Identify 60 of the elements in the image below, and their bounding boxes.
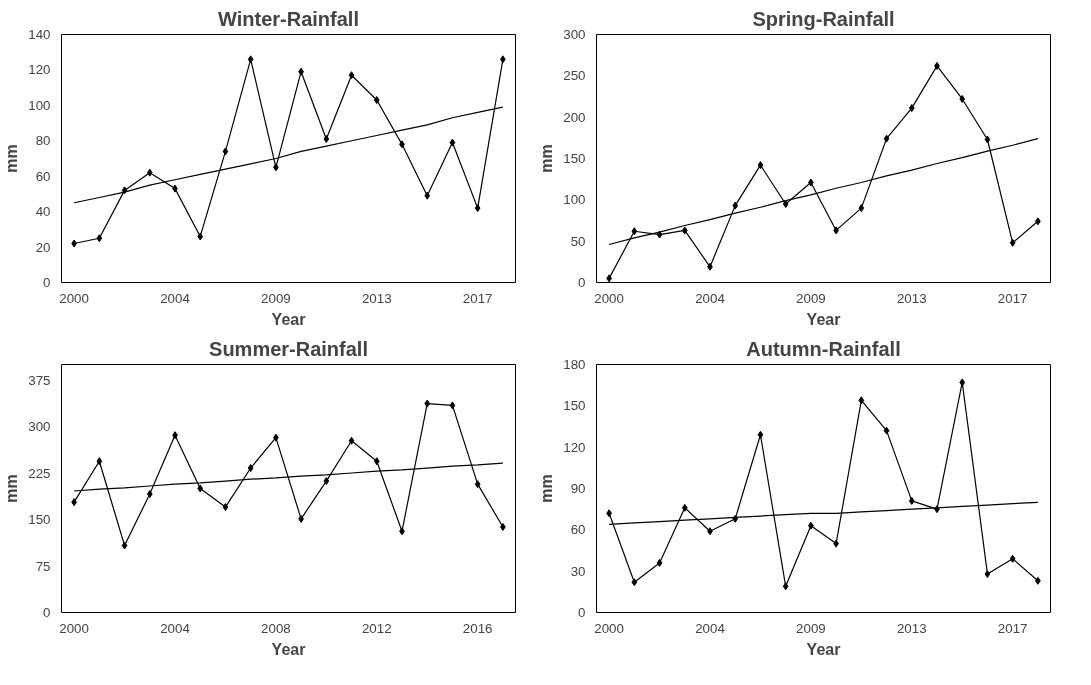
y-axis-title: mm xyxy=(3,144,21,173)
y-tick-label: 150 xyxy=(28,512,51,527)
y-axis-title: mm xyxy=(538,144,556,173)
y-tick-label: 30 xyxy=(570,563,586,579)
x-axis-title: Year xyxy=(806,640,841,658)
y-tick-label: 50 xyxy=(570,233,586,249)
x-tick-label: 2013 xyxy=(896,290,927,306)
y-tick-label: 120 xyxy=(563,439,586,455)
x-axis-title: Year xyxy=(806,310,841,328)
x-tick-label: 2004 xyxy=(160,620,191,636)
y-tick-label: 300 xyxy=(28,419,51,434)
chart-title: Autumn-Rainfall xyxy=(746,337,901,360)
y-tick-label: 375 xyxy=(28,372,51,388)
y-tick-label: 225 xyxy=(28,465,51,481)
y-tick-label: 120 xyxy=(28,62,51,78)
x-tick-label: 2009 xyxy=(796,620,826,636)
y-tick-label: 0 xyxy=(43,275,51,290)
x-tick-label: 2017 xyxy=(997,620,1028,636)
x-tick-label: 2013 xyxy=(361,290,392,306)
y-tick-label: 100 xyxy=(563,192,586,208)
x-tick-label: 2012 xyxy=(361,620,392,636)
x-tick-label: 2000 xyxy=(594,290,624,306)
x-tick-label: 2000 xyxy=(59,620,89,636)
y-tick-label: 150 xyxy=(563,151,586,166)
x-tick-label: 2017 xyxy=(997,290,1028,306)
y-tick-label: 60 xyxy=(35,168,51,184)
x-tick-label: 2004 xyxy=(695,620,726,636)
x-tick-label: 2000 xyxy=(59,290,89,306)
y-tick-label: 140 xyxy=(28,27,51,42)
y-tick-label: 0 xyxy=(578,605,586,620)
y-tick-label: 40 xyxy=(35,204,51,220)
x-tick-label: 2009 xyxy=(261,290,291,306)
x-tick-label: 2009 xyxy=(796,290,826,306)
x-tick-label: 2004 xyxy=(160,290,191,306)
y-tick-label: 250 xyxy=(563,68,586,84)
x-axis-title: Year xyxy=(271,640,306,658)
y-tick-label: 90 xyxy=(570,481,586,496)
y-tick-label: 0 xyxy=(43,605,51,620)
x-axis-title: Year xyxy=(271,310,306,328)
x-tick-label: 2013 xyxy=(896,620,927,636)
x-tick-label: 2000 xyxy=(594,620,624,636)
y-tick-label: 0 xyxy=(578,275,586,290)
x-tick-label: 2017 xyxy=(462,290,493,306)
y-axis-title: mm xyxy=(3,474,21,503)
chart-title: Spring-Rainfall xyxy=(752,7,895,30)
y-tick-label: 20 xyxy=(35,239,51,255)
x-tick-label: 2008 xyxy=(261,620,291,636)
y-tick-label: 150 xyxy=(563,398,586,414)
y-tick-label: 60 xyxy=(570,522,586,538)
chart-title: Winter-Rainfall xyxy=(218,7,359,30)
y-tick-label: 200 xyxy=(563,109,586,125)
y-tick-label: 80 xyxy=(35,133,51,149)
x-tick-label: 2016 xyxy=(462,620,493,636)
y-tick-label: 75 xyxy=(35,558,51,574)
chart-title: Summer-Rainfall xyxy=(209,337,368,360)
y-axis-title: mm xyxy=(538,474,556,503)
y-tick-label: 100 xyxy=(28,97,51,113)
x-tick-label: 2004 xyxy=(695,290,726,306)
y-tick-label: 180 xyxy=(563,357,586,372)
y-tick-label: 300 xyxy=(563,27,586,42)
